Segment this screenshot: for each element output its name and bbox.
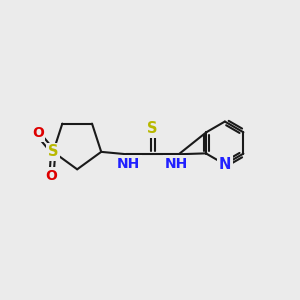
Text: S: S [48, 144, 58, 159]
Text: NH: NH [165, 157, 188, 171]
Text: S: S [147, 121, 158, 136]
Text: NH: NH [117, 157, 140, 171]
Text: O: O [46, 169, 58, 183]
Text: O: O [32, 126, 44, 140]
Text: N: N [219, 157, 231, 172]
